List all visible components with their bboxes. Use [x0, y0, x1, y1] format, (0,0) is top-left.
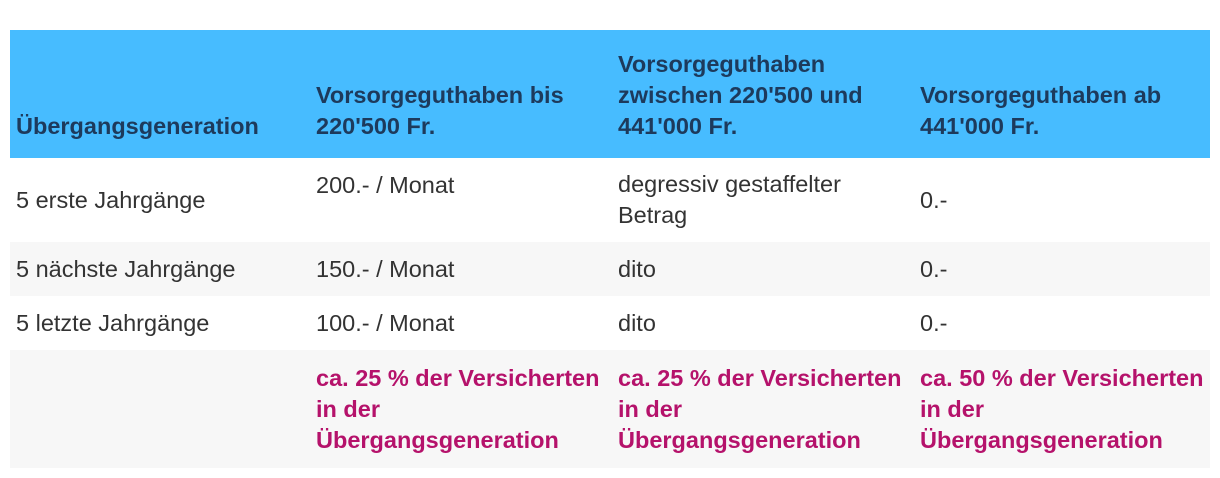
table-cell-mid: degressiv gestaffelter Betrag [618, 171, 841, 228]
header-assets-from-441000: Vorsorgeguthaben ab 441'000 Fr. [920, 82, 1162, 139]
table-row: 5 nächste Jahrgänge 150.- / Monat dito 0… [10, 242, 1210, 296]
contribution-table: Übergangsgeneration Vorsorgeguthaben bis… [10, 30, 1210, 468]
table-header: Übergangsgeneration Vorsorgeguthaben bis… [10, 30, 1210, 158]
table-row-share: ca. 25 % der Versicherten in der Übergan… [10, 350, 1210, 468]
table-row: 5 erste Jahrgänge 200.- / Monat degressi… [10, 158, 1210, 242]
table-cell-high: 0.- [920, 255, 948, 282]
table-cell-empty [10, 350, 310, 468]
header-assets-between: Vorsorgeguthaben zwischen 220'500 und 44… [618, 51, 863, 139]
table-cell-mid: dito [618, 255, 656, 282]
table-cell-low: 150.- / Monat [316, 255, 455, 282]
table-cell-low: 200.- / Monat [316, 172, 455, 198]
header-generation: Übergangsgeneration [16, 113, 259, 139]
header-assets-up-to-220500: Vorsorgeguthaben bis 220'500 Fr. [316, 82, 564, 139]
contribution-table-container: Übergangsgeneration Vorsorgeguthaben bis… [10, 30, 1210, 468]
table-cell-high: 0.- [920, 309, 948, 336]
table-cell-high: 0.- [920, 186, 948, 213]
table-cell-generation: 5 erste Jahrgänge [16, 186, 206, 213]
table-cell-generation: 5 letzte Jahrgänge [16, 309, 210, 336]
share-high: ca. 50 % der Versicherten in der Übergan… [920, 364, 1204, 453]
table-body: 5 erste Jahrgänge 200.- / Monat degressi… [10, 158, 1210, 468]
table-cell-generation: 5 nächste Jahrgänge [16, 255, 236, 282]
share-low: ca. 25 % der Versicherten in der Übergan… [316, 364, 600, 453]
share-mid: ca. 25 % der Versicherten in der Übergan… [618, 364, 902, 453]
table-cell-mid: dito [618, 309, 656, 336]
table-cell-low: 100.- / Monat [316, 309, 455, 336]
table-row: 5 letzte Jahrgänge 100.- / Monat dito 0.… [10, 296, 1210, 350]
header-row: Übergangsgeneration Vorsorgeguthaben bis… [10, 30, 1210, 158]
